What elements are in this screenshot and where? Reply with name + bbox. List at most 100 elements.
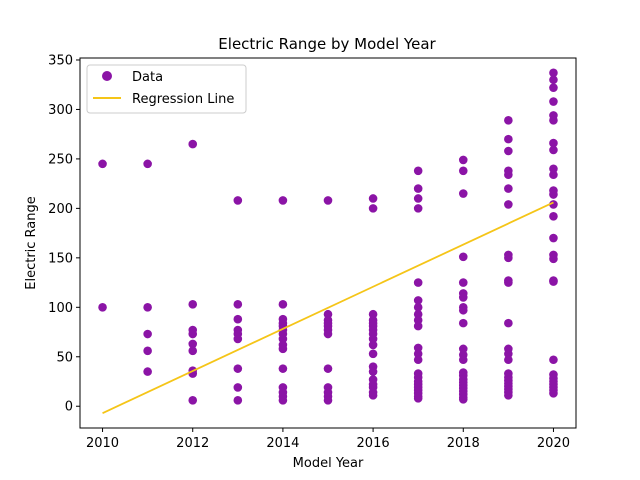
plot-frame — [79, 57, 577, 429]
data-point — [413, 184, 423, 193]
data-point — [549, 233, 558, 243]
data-point — [413, 343, 423, 353]
data-point — [413, 278, 423, 287]
data-point — [458, 305, 468, 315]
data-point — [504, 116, 513, 125]
data-point — [504, 134, 513, 144]
y-tick-label: 0 — [65, 400, 73, 415]
data-point — [143, 346, 152, 356]
data-point — [278, 334, 288, 344]
regression-line — [102, 201, 554, 414]
data-point — [233, 364, 243, 373]
data-point — [143, 159, 152, 169]
data-point — [233, 196, 243, 205]
data-point — [98, 159, 107, 169]
data-point — [504, 349, 513, 359]
legend-box — [86, 64, 247, 114]
legend-data-marker — [102, 71, 112, 81]
data-point — [368, 334, 378, 344]
data-point — [368, 367, 378, 376]
x-tick-label: 2010 — [86, 436, 119, 451]
data-point — [549, 190, 558, 199]
data-point — [504, 146, 513, 156]
data-point — [143, 367, 152, 376]
data-point — [549, 97, 558, 106]
data-point — [549, 355, 558, 365]
data-point — [549, 164, 558, 174]
x-tick-label: 2014 — [266, 436, 299, 451]
data-point — [458, 344, 468, 354]
x-axis-label: Model Year — [293, 456, 364, 471]
legend-regression-label: Regression Line — [132, 92, 234, 107]
data-point — [549, 138, 558, 148]
y-tick-label: 50 — [56, 350, 73, 365]
data-point — [504, 391, 513, 400]
data-point — [233, 314, 243, 324]
x-axis: 2010 2012 2014 2016 2018 2020 — [86, 428, 570, 451]
data-point — [458, 189, 468, 198]
x-tick-label: 2012 — [176, 436, 209, 451]
data-point — [458, 252, 468, 262]
data-point — [233, 334, 243, 344]
y-axis-label: Electric Range — [24, 196, 39, 290]
data-point — [233, 396, 243, 405]
data-point — [504, 170, 513, 180]
data-point — [504, 355, 513, 365]
data-point — [278, 364, 288, 373]
data-point — [143, 329, 152, 339]
data-point — [458, 318, 468, 328]
y-tick-label: 250 — [48, 152, 73, 167]
data-point — [368, 349, 378, 359]
data-point — [368, 204, 378, 213]
data-point — [549, 116, 558, 125]
data-point — [413, 309, 423, 319]
data-point — [549, 75, 558, 85]
data-point — [413, 194, 423, 203]
data-point — [504, 278, 513, 287]
data-point — [458, 355, 468, 365]
data-point — [413, 394, 423, 403]
legend: Data Regression Line — [86, 64, 247, 114]
y-tick-label: 100 — [48, 301, 73, 316]
x-tick-label: 2020 — [537, 436, 570, 451]
y-tick-label: 300 — [48, 103, 73, 118]
data-point — [368, 391, 378, 400]
data-point — [278, 196, 288, 205]
data-point — [233, 300, 243, 309]
data-point — [413, 355, 423, 365]
data-point — [458, 155, 468, 165]
data-point — [323, 396, 333, 405]
data-point — [458, 395, 468, 404]
data-point — [549, 389, 558, 398]
data-point — [233, 383, 243, 392]
data-point — [549, 68, 558, 78]
data-point — [504, 184, 513, 193]
y-axis: 0 50 100 150 200 250 300 350 — [48, 53, 80, 415]
data-point — [504, 318, 513, 328]
data-point — [323, 309, 333, 319]
y-tick-label: 200 — [48, 202, 73, 217]
data-point — [413, 349, 423, 359]
data-point — [368, 194, 378, 203]
data-point — [188, 396, 198, 405]
data-point — [323, 329, 333, 339]
data-point — [458, 293, 468, 302]
data-point — [549, 200, 558, 209]
data-point — [413, 296, 423, 305]
data-point — [413, 166, 423, 176]
data-point — [188, 329, 198, 339]
data-point — [188, 339, 198, 349]
data-point — [549, 170, 558, 180]
data-point — [368, 340, 378, 350]
data-point — [413, 204, 423, 213]
data-point — [549, 145, 558, 155]
data-point — [458, 166, 468, 176]
x-tick-label: 2018 — [447, 436, 480, 451]
data-point — [368, 309, 378, 319]
data-point — [458, 278, 468, 287]
data-point — [323, 364, 333, 373]
y-tick-label: 350 — [48, 53, 73, 68]
data-point — [278, 300, 288, 309]
data-point — [549, 277, 558, 286]
data-point — [188, 300, 198, 309]
